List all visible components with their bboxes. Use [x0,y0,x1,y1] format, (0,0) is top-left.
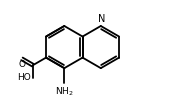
Text: HO: HO [18,73,31,82]
Text: N: N [98,14,106,24]
Text: NH$_2$: NH$_2$ [55,85,74,97]
Text: O: O [19,60,26,69]
